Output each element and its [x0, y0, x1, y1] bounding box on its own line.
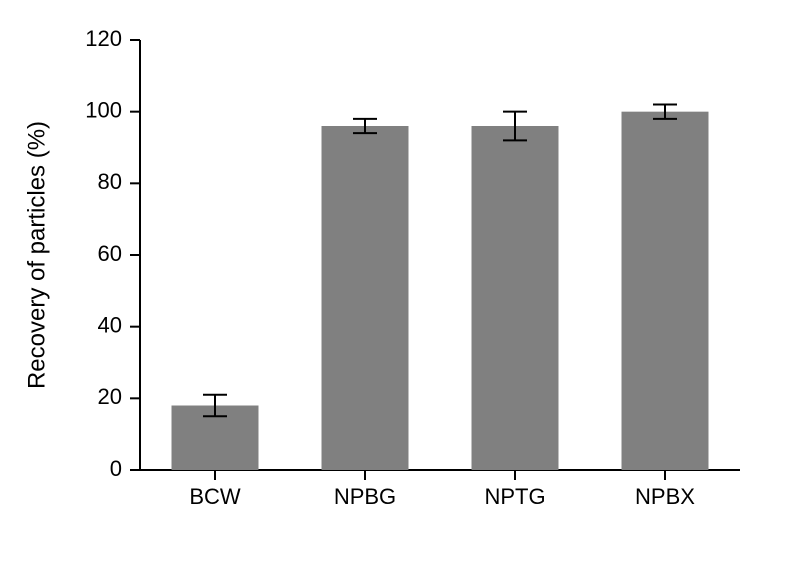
x-tick-label: NPBG: [334, 484, 396, 509]
y-tick-label: 60: [98, 241, 122, 266]
y-tick-label: 20: [98, 384, 122, 409]
x-tick-label: NPTG: [484, 484, 545, 509]
y-tick-label: 40: [98, 312, 122, 337]
chart-container: 0 20 40 60 80 100 120 Recovery of particles (%)…: [0, 0, 789, 567]
bar: [472, 126, 559, 470]
bar-chart: 0 20 40 60 80 100 120 Recovery of particles (%)…: [0, 0, 789, 567]
y-tick-label: 0: [110, 456, 122, 481]
y-tick-label: 100: [85, 97, 122, 122]
x-tick-label: BCW: [189, 484, 241, 509]
x-tick-label: NPBX: [635, 484, 695, 509]
y-axis-title: Recovery of particles (%): [23, 121, 50, 389]
y-tick-label: 80: [98, 169, 122, 194]
y-tick-label: 120: [85, 26, 122, 51]
bar: [622, 112, 709, 470]
bar: [322, 126, 409, 470]
